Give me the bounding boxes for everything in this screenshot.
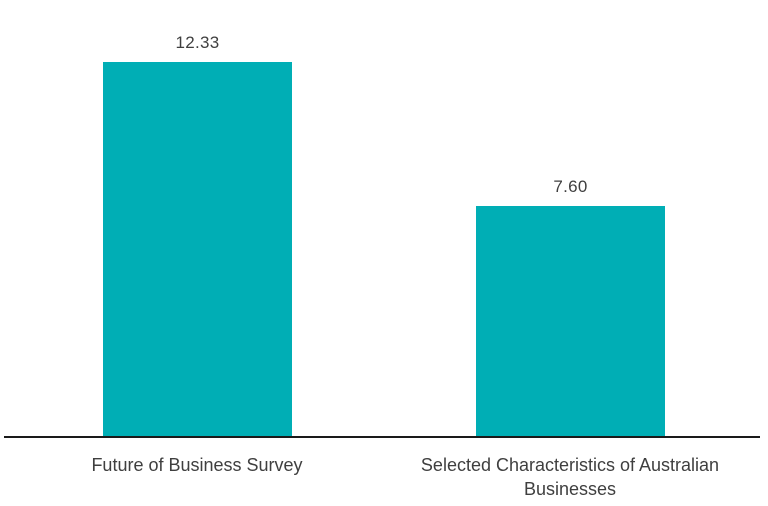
x-axis-category-label: Selected Characteristics of Australian B… (420, 455, 720, 500)
bar (103, 62, 292, 437)
bar-group: 12.33 (103, 33, 292, 437)
x-axis-category-label: Future of Business Survey (91, 455, 303, 475)
bar-group: 7.60 (476, 177, 665, 437)
bar (476, 206, 665, 437)
bar-value-label: 12.33 (175, 33, 220, 52)
bar-value-label: 7.60 (553, 177, 588, 196)
x-axis-line (4, 436, 760, 438)
